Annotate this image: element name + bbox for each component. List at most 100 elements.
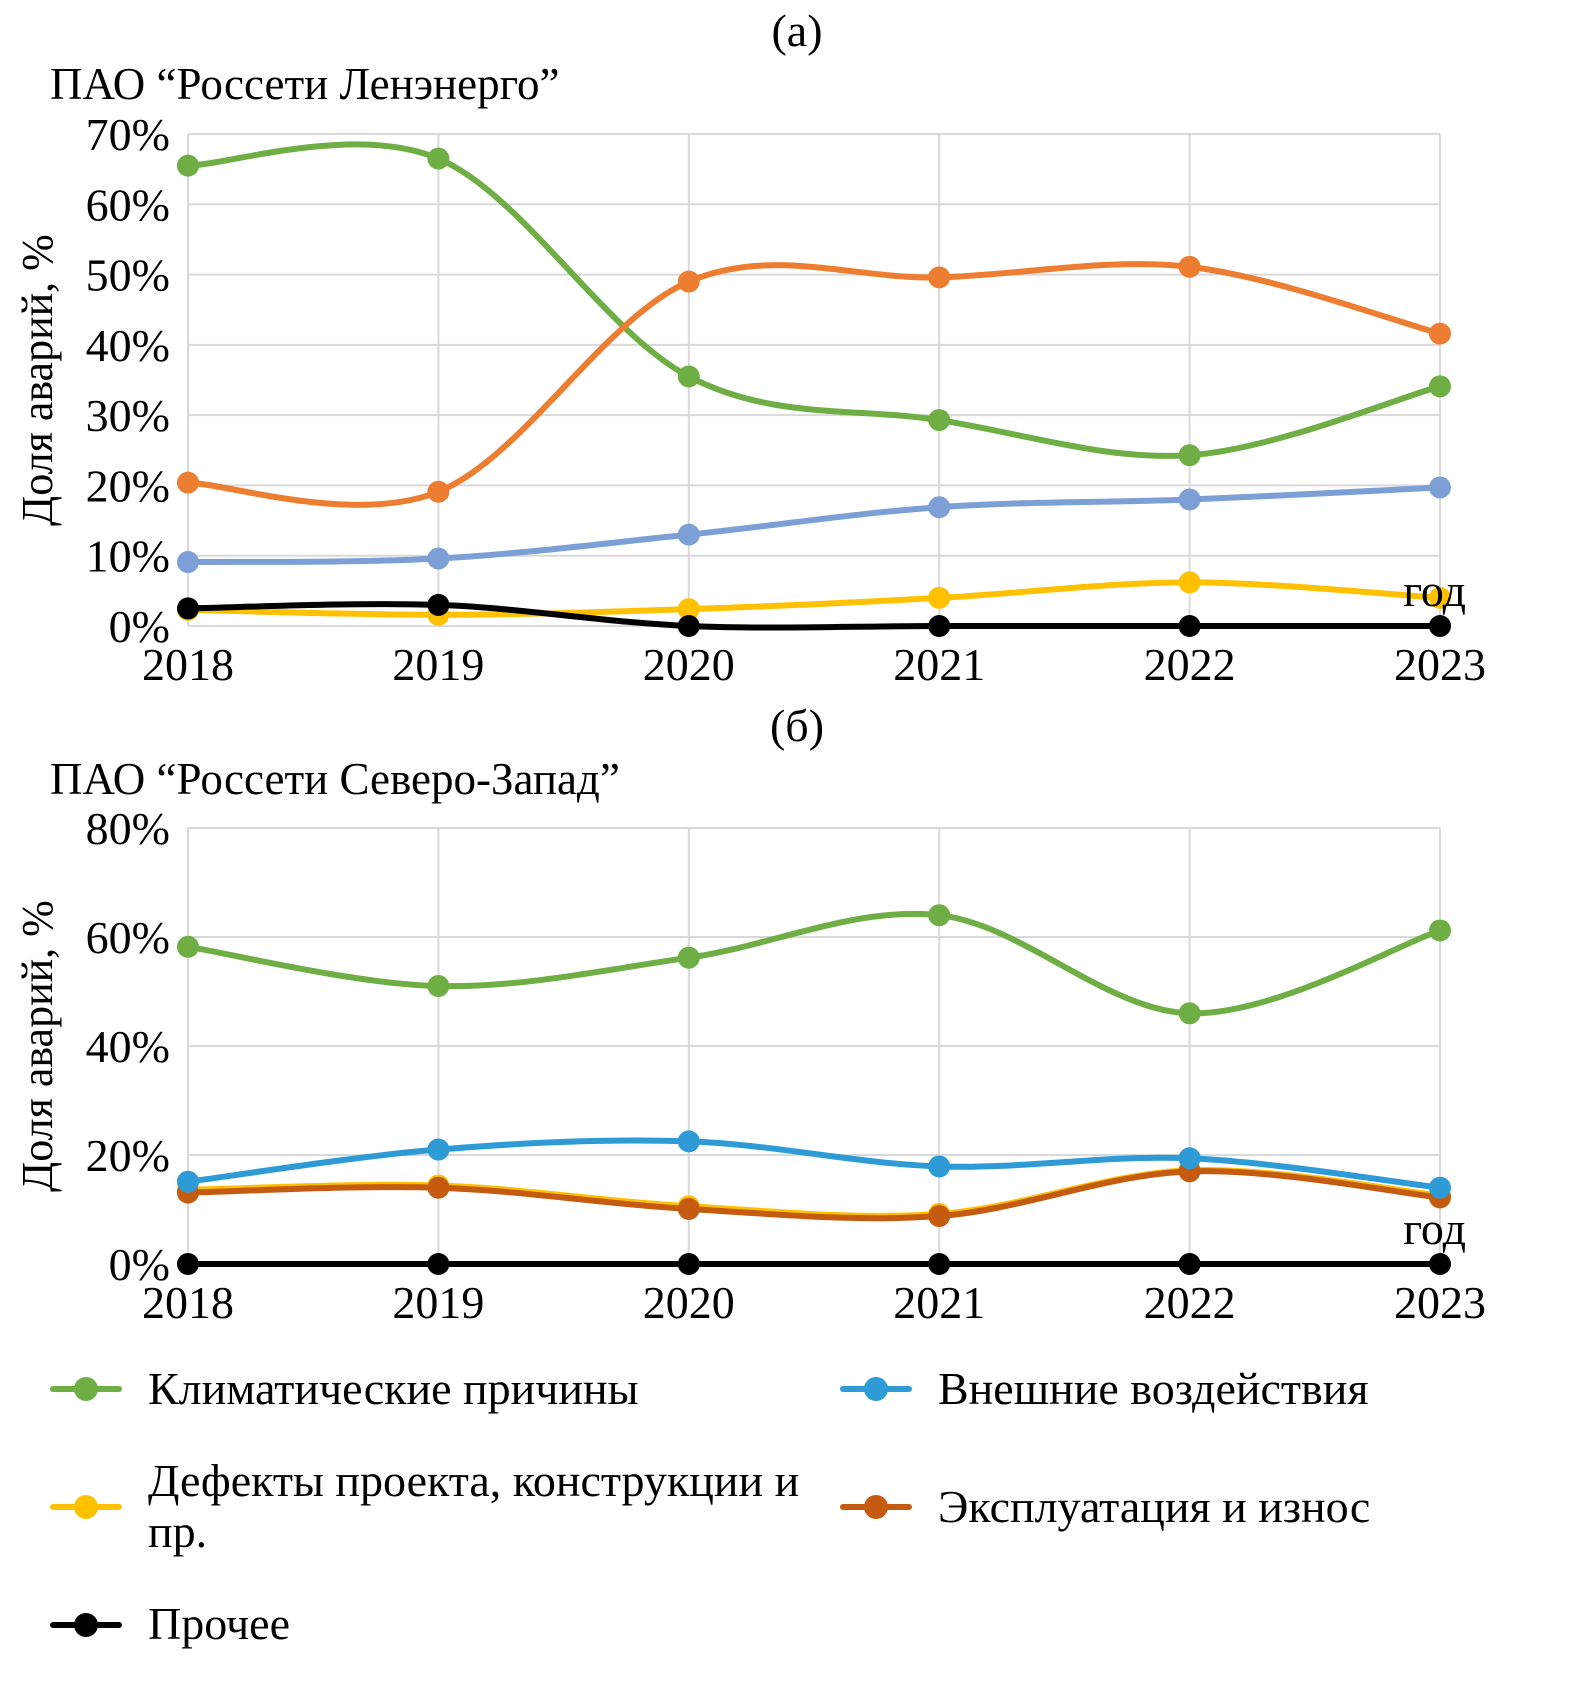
y-tick-label: 20%: [86, 1130, 170, 1181]
chart-a-title: ПАО “Россети Ленэнерго”: [50, 58, 560, 109]
legend-label: Климатические причины: [148, 1362, 639, 1414]
series-marker: [1429, 1176, 1451, 1199]
x-tick-label: 2022: [1144, 1277, 1236, 1328]
series-marker: [427, 1138, 450, 1161]
series-marker: [1178, 1252, 1201, 1275]
legend-marker-dot-icon: [74, 1612, 98, 1637]
x-tick-label: 2023: [1394, 1277, 1486, 1328]
series-marker: [427, 481, 450, 504]
series-marker: [677, 615, 700, 638]
series-marker: [677, 1130, 700, 1153]
legend-marker-icon: [840, 1494, 912, 1519]
legend-label: Дефекты проекта, конструкции и пр.: [148, 1455, 800, 1557]
series-marker: [1429, 615, 1451, 638]
chart-a: 0% 10% 20% 30% 40% 50% 60% 70% 2018 2019 2020 2021 2…: [13, 110, 1486, 690]
y-tick-label: 0%: [109, 1239, 170, 1290]
legend-label: Внешние воздействия: [938, 1362, 1369, 1414]
series-marker: [677, 270, 700, 293]
series-marker: [1429, 322, 1451, 345]
legend-marker-dot-icon: [74, 1494, 98, 1519]
series-marker: [427, 974, 450, 997]
x-tick-label: 2020: [643, 1277, 735, 1328]
y-tick-label: 50%: [86, 250, 170, 301]
series-marker: [1429, 1252, 1451, 1275]
series-marker: [677, 1197, 700, 1220]
series-marker: [1178, 488, 1201, 511]
series-marker: [928, 1204, 951, 1227]
y-tick-label: 0%: [109, 601, 170, 652]
legend-item-4: Прочее: [50, 1599, 840, 1650]
series-marker: [177, 597, 199, 620]
series-marker: [928, 1252, 951, 1275]
y-tick-label: 70%: [86, 110, 170, 160]
series-marker: [1178, 1001, 1201, 1024]
legend-marker-dot-icon: [864, 1376, 888, 1401]
y-tick-label: 30%: [86, 390, 170, 441]
series-marker: [427, 147, 450, 170]
y-axis-title: Доля аварий, %: [13, 900, 62, 1192]
y-tick-label: 20%: [86, 461, 170, 512]
x-tick-label: 2019: [392, 639, 484, 690]
series-marker: [1429, 587, 1451, 610]
x-tick-label: 2018: [142, 639, 234, 690]
x-tick-label: 2022: [1144, 639, 1236, 690]
legend-marker-dot-icon: [74, 1376, 98, 1401]
series-marker: [1178, 1146, 1201, 1169]
series-line: [185, 484, 1443, 566]
series-marker: [427, 547, 450, 570]
series-marker: [1429, 476, 1451, 499]
legend-item-0: Климатические причины: [50, 1362, 840, 1415]
y-tick-label: 10%: [86, 531, 170, 582]
y-axis-title: Доля аварий, %: [13, 235, 62, 527]
y-tick-label: 80%: [86, 806, 170, 854]
series-marker: [177, 154, 199, 177]
series-marker: [177, 471, 199, 494]
series-line: [185, 910, 1443, 1016]
legend-label: Эксплуатация и износ: [938, 1480, 1371, 1532]
series-line: [185, 579, 1443, 619]
series-marker: [677, 523, 700, 546]
x-tick-label: 2020: [643, 639, 735, 690]
series-marker: [177, 935, 199, 958]
series-marker: [928, 1155, 951, 1178]
series-marker: [427, 1176, 450, 1199]
legend-marker-dot-icon: [864, 1494, 888, 1519]
series-marker: [928, 266, 951, 289]
series-line: [185, 1166, 1443, 1219]
x-axis-title: год: [1403, 565, 1466, 616]
y-tick-label: 60%: [86, 912, 170, 963]
legend-item-3: Эксплуатация и износ: [840, 1480, 1594, 1533]
x-axis-title: год: [1403, 1203, 1466, 1254]
x-tick-label: 2023: [1394, 639, 1486, 690]
series-marker: [1178, 256, 1201, 279]
series-line: [185, 1167, 1443, 1221]
x-tick-label: 2019: [392, 1277, 484, 1328]
y-tick-label: 40%: [86, 1021, 170, 1072]
legend-label: Прочее: [148, 1598, 290, 1650]
series-marker: [427, 594, 450, 617]
x-tick-label: 2021: [893, 639, 985, 690]
x-tick-label: 2018: [142, 1277, 234, 1328]
chart-b: 0% 20% 40% 60% 80% 2018 2019 2020 2021 2022 2023 го…: [13, 806, 1486, 1328]
series-marker: [677, 365, 700, 388]
legend-marker-icon: [50, 1612, 122, 1637]
legend-item-1: Внешние воздействия: [840, 1362, 1594, 1415]
legend-marker-icon: [840, 1376, 912, 1401]
series-marker: [427, 1252, 450, 1275]
legend-marker-icon: [50, 1494, 122, 1519]
series-marker: [928, 587, 951, 610]
legend: Климатические причины Внешние воздействия…: [0, 1362, 1594, 1650]
series-marker: [1178, 615, 1201, 638]
series-marker: [928, 615, 951, 638]
figure-label-b: (б): [769, 700, 825, 752]
legend-marker-icon: [50, 1376, 122, 1401]
series-marker: [1429, 375, 1451, 398]
series-marker: [677, 598, 700, 621]
series-marker: [1429, 919, 1451, 942]
series-line: [185, 601, 1443, 631]
series-marker: [177, 1252, 199, 1275]
series-marker: [677, 1252, 700, 1275]
x-tick-label: 2021: [893, 1277, 985, 1328]
figure-label-a: (а): [771, 5, 823, 56]
